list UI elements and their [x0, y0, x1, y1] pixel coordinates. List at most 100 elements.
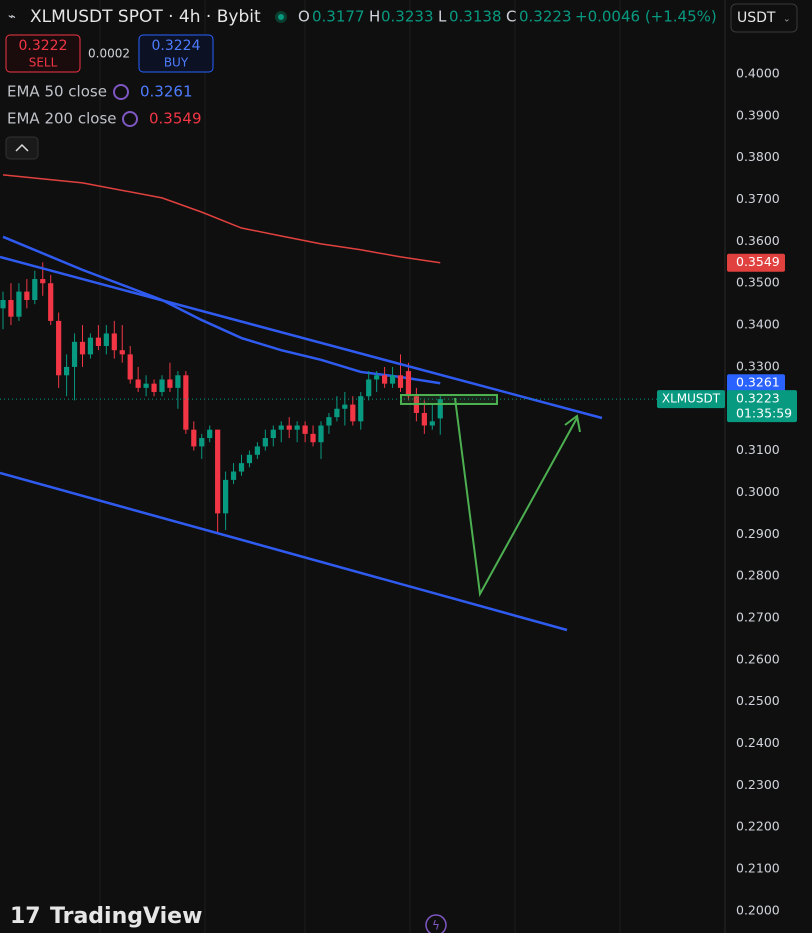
candle-body — [286, 425, 292, 430]
candle-body — [310, 433, 316, 443]
candle-body — [175, 375, 181, 388]
ohlc-l-label: L — [438, 8, 447, 26]
candle-body — [64, 366, 70, 376]
candle-body — [342, 404, 348, 409]
y-tick-label: 0.2600 — [736, 651, 780, 666]
ohlc-o-value: 0.3177 — [312, 8, 365, 26]
candle-body — [223, 479, 229, 514]
candle-body — [270, 429, 276, 439]
candle-body — [119, 350, 125, 355]
candle-body — [79, 341, 86, 355]
candle-body — [151, 383, 157, 393]
y-tick-label: 0.2100 — [736, 860, 780, 875]
candle-body — [374, 375, 380, 380]
candle-body — [230, 471, 237, 480]
candle-body — [56, 320, 62, 376]
status-dot — [278, 14, 284, 20]
ohlc-o-label: O — [298, 8, 310, 26]
ema200-tag-bg — [727, 253, 785, 272]
legend-ema200-icon — [122, 111, 138, 127]
last-price-tag: 0.3223 — [736, 391, 780, 406]
y-tick-label: 0.2900 — [736, 526, 780, 541]
candle-body — [262, 438, 268, 447]
y-tick-label: 0.4000 — [736, 66, 780, 81]
candle-body — [350, 404, 356, 422]
candle-body — [421, 412, 427, 426]
projection-arrow — [454, 397, 578, 598]
candle-body — [397, 375, 404, 388]
candle-body — [167, 379, 173, 388]
ema-line — [2, 174, 441, 264]
candle-body — [254, 446, 260, 455]
ema50-tag: 0.3261 — [736, 375, 780, 390]
candle-body — [159, 379, 165, 393]
ohlc-c-label: C — [506, 8, 516, 26]
candle-body — [238, 463, 245, 472]
currency-button[interactable] — [730, 3, 798, 33]
candle-body — [87, 337, 94, 355]
brand-logo: 17 — [10, 904, 41, 929]
legend-ema200: EMA 200 close — [7, 110, 116, 128]
y-tick-label: 0.2800 — [736, 568, 780, 583]
y-tick-label: 0.2500 — [736, 693, 780, 708]
candle-body — [71, 341, 78, 367]
candle-body — [111, 333, 117, 351]
candle-body — [8, 299, 14, 317]
currency-caret: ⌄ — [783, 15, 791, 25]
y-tick-label: 0.2300 — [736, 777, 780, 792]
candle-body — [358, 396, 364, 422]
sell-button[interactable] — [5, 34, 81, 73]
candle-body — [183, 375, 189, 430]
y-tick-label: 0.3700 — [736, 191, 780, 206]
vertical-grid — [99, 0, 621, 933]
spread: 0.0002 — [88, 47, 130, 61]
ema200-tag: 0.3549 — [736, 254, 780, 269]
legend-ema50: EMA 50 close — [7, 83, 107, 101]
y-tick-label: 0.2000 — [736, 902, 780, 917]
buy-price: 0.3224 — [152, 38, 201, 54]
candle-body — [103, 333, 109, 347]
y-tick-label: 0.2400 — [736, 735, 780, 750]
candle-body — [389, 375, 396, 384]
collapse-button[interactable] — [5, 136, 39, 160]
candle-body — [318, 425, 324, 443]
candle-body — [215, 429, 221, 514]
candle-body — [143, 383, 149, 388]
candle-body — [32, 279, 38, 300]
y-tick-label: 0.3800 — [736, 149, 780, 164]
y-tick-label: 0.2700 — [736, 609, 780, 624]
buy-label: BUY — [164, 56, 189, 70]
legend-ema50-icon — [113, 84, 129, 100]
symbol-tag-bg — [657, 390, 725, 409]
candle-body — [334, 408, 340, 418]
candle-body — [382, 375, 388, 384]
candle-body — [95, 337, 101, 347]
y-tick-label: 0.3900 — [736, 107, 780, 122]
ohlc-c-value: 0.3223 — [519, 8, 572, 26]
ohlc-h-label: H — [369, 8, 380, 26]
countdown: 01:35:59 — [736, 406, 792, 421]
candle-body — [48, 283, 54, 321]
y-tick-label: 0.3300 — [736, 358, 780, 373]
brand: TradingView — [50, 904, 202, 929]
candle-body — [0, 299, 6, 309]
y-tick-label: 0.3100 — [736, 442, 780, 457]
replay-icon[interactable] — [425, 914, 447, 933]
symbol-tag: XLMUSDT — [662, 392, 721, 406]
candle-body — [191, 429, 197, 447]
sell-label: SELL — [29, 56, 58, 70]
ohlc-l-value: 0.3138 — [449, 8, 502, 26]
candle-body — [40, 279, 46, 284]
candle-body — [302, 425, 308, 434]
candle-body — [278, 425, 284, 430]
candle-body — [366, 379, 372, 397]
buy-button[interactable] — [138, 34, 214, 73]
ohlc-h-value: 0.3233 — [381, 8, 434, 26]
sell-price: 0.3222 — [19, 38, 68, 54]
ema50-tag-bg — [727, 374, 785, 393]
candle-body — [294, 425, 300, 430]
